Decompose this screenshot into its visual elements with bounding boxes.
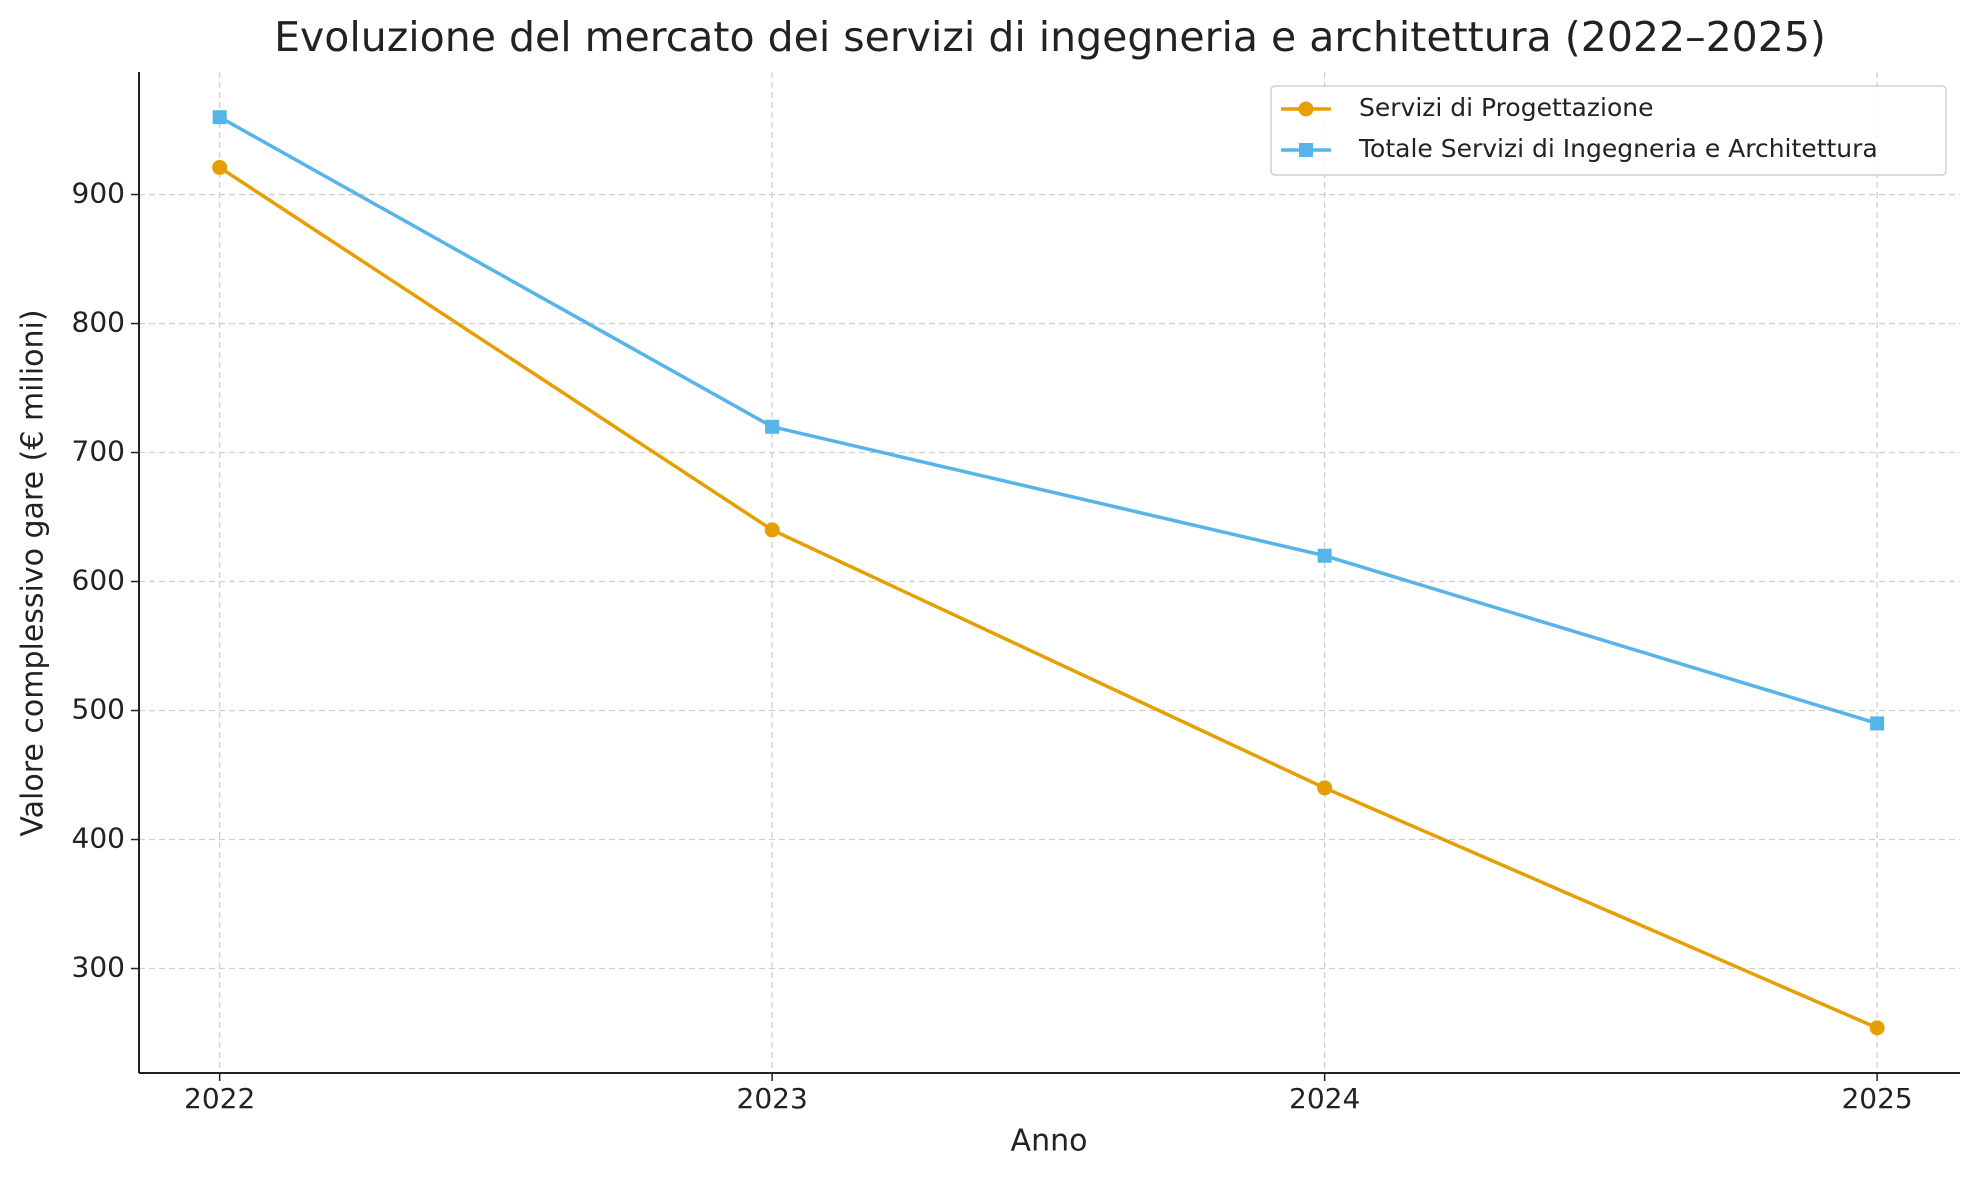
x-tick-label: 2022	[184, 1082, 255, 1115]
x-tick-label: 2025	[1841, 1082, 1912, 1115]
series-line	[218, 115, 1878, 726]
marker	[1870, 716, 1885, 731]
y-tick-label: 700	[72, 435, 125, 468]
marker	[1317, 548, 1332, 563]
y-tick-label: 600	[72, 564, 125, 597]
chart-title: Evoluzione del mercato dei servizi di in…	[274, 13, 1826, 61]
y-tick-label: 800	[72, 306, 125, 339]
y-tick-label: 300	[72, 951, 125, 984]
x-axis-label: Anno	[1011, 1124, 1088, 1159]
y-tick-label: 900	[72, 177, 125, 210]
marker	[1298, 101, 1314, 117]
marker	[765, 419, 780, 434]
y-axis-label: Valore complessivo gare (€ milioni)	[16, 309, 51, 836]
legend-label: Servizi di Progettazione	[1359, 93, 1653, 122]
marker	[212, 110, 227, 125]
y-tick-label: 500	[72, 693, 125, 726]
legend-box	[1270, 85, 1947, 176]
marker	[1869, 1020, 1885, 1036]
series-line	[218, 165, 1878, 1030]
legend-label: Totale Servizi di Ingegneria e Architett…	[1358, 134, 1878, 163]
marker	[212, 159, 228, 175]
marker	[1317, 780, 1333, 796]
y-tick-label: 400	[72, 822, 125, 855]
marker	[764, 522, 780, 538]
x-tick-label: 2023	[737, 1082, 808, 1115]
x-tick-label: 2024	[1289, 1082, 1360, 1115]
marker	[1299, 143, 1313, 157]
